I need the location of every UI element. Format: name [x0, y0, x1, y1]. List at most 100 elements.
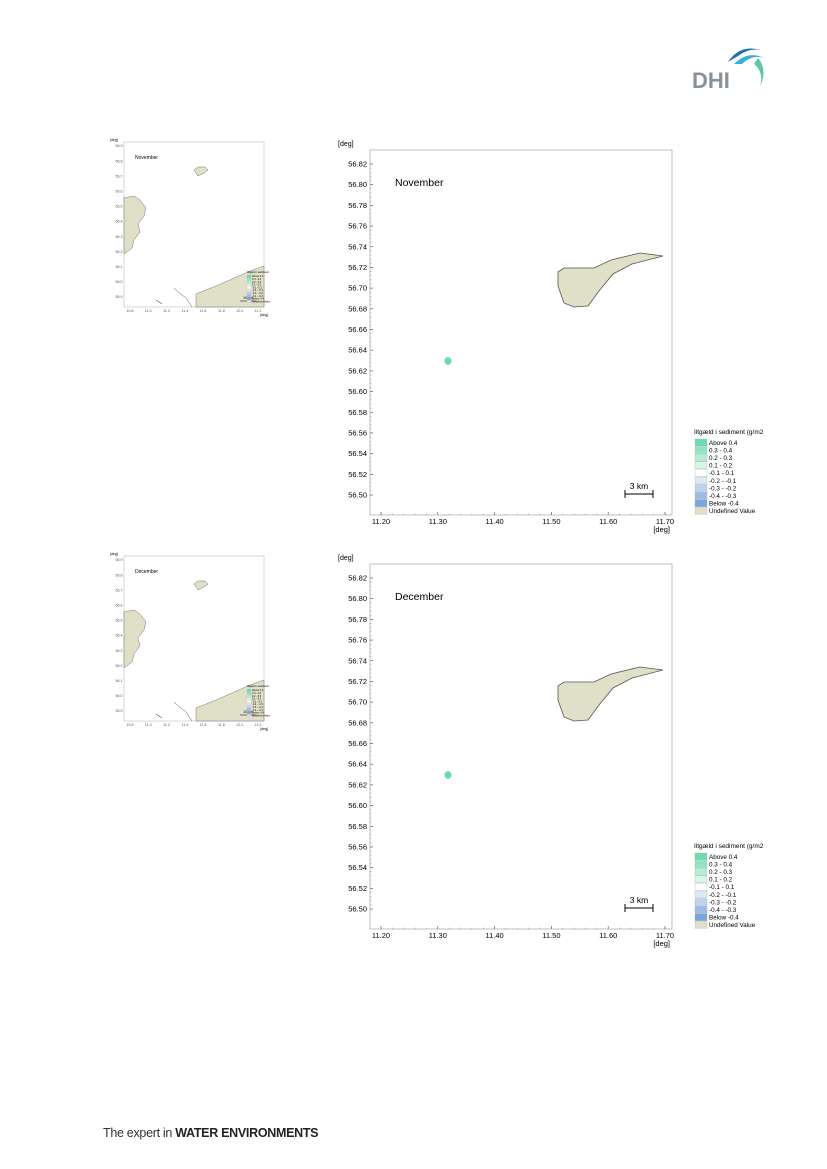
legend-label: -0.2 - -0.1	[252, 703, 263, 706]
legend-label: Undefined Value	[252, 300, 270, 303]
x-tick-label: 11.40	[485, 931, 503, 940]
x-tick-label: 11.20	[372, 931, 390, 940]
x-tick-label: 11.60	[599, 517, 617, 526]
y-tick-label: 56.82	[348, 574, 367, 583]
island-land	[193, 166, 209, 177]
y-tick-label: 56.9	[116, 144, 123, 148]
legend-swatch	[246, 697, 252, 701]
legend-label: Below -0.4	[252, 298, 264, 301]
legend-swatch	[246, 300, 252, 303]
legend-swatch	[694, 860, 708, 868]
map-frame	[369, 563, 673, 930]
y-tick-label: 56.1	[116, 679, 123, 683]
y-tick-label: 56.54	[348, 863, 367, 872]
y-unit-label: [deg]	[110, 552, 118, 556]
y-tick-label: 56.56	[348, 428, 367, 437]
x-tick-label: 11.20	[372, 517, 390, 526]
legend-label: -0.2 - -0.1	[252, 289, 263, 292]
y-tick-label: 56.1	[116, 265, 123, 269]
island-land	[193, 580, 209, 591]
y-tick-label: 56.5	[116, 205, 123, 209]
legend-label: -0.4 - -0.3	[709, 907, 737, 914]
legend-label: -0.1 - 0.1	[252, 700, 263, 703]
scale-bar-label: 3 km	[630, 481, 648, 491]
footer-tagline: The expert in WATER ENVIRONMENTS	[103, 1126, 319, 1140]
x-tick-label: 11.6	[200, 723, 207, 727]
legend-label: Above 0.4	[252, 275, 264, 278]
y-tick-label: 56.70	[348, 284, 367, 293]
x-tick-label: 11.8	[218, 309, 225, 313]
legend-label: 0.3 - 0.4	[252, 278, 262, 281]
island-land	[557, 252, 664, 308]
legend-title: Iltgæld i sediment (g/m2	[694, 843, 764, 850]
legend-label: Undefined Value	[252, 714, 270, 717]
legend-swatch	[246, 274, 252, 278]
coastline	[155, 713, 163, 719]
y-tick-label: 56.58	[348, 822, 367, 831]
overview-map-november: [deg] 56.9 56.8 56.7 56.6 56.5 56.4 56.3 56.2 56.…	[110, 138, 270, 317]
legend-label: 0.3 - 0.4	[252, 692, 262, 695]
y-tick-label: 56.60	[348, 801, 367, 810]
logo-text: DHI	[692, 68, 730, 93]
y-tick-label: 56.56	[348, 842, 367, 851]
x-tick-label: 12.2	[255, 309, 262, 313]
legend-swatch	[246, 691, 252, 695]
x-tick-label: 12.0	[236, 723, 243, 727]
x-tick-label: 11.0	[145, 723, 152, 727]
y-tick-label: 56.4	[116, 634, 123, 638]
y-tick-label: 56.3	[116, 649, 123, 653]
legend-label: -0.3 - -0.2	[709, 899, 737, 906]
y-tick-label: 56.0	[116, 694, 123, 698]
month-label: December	[395, 591, 444, 603]
x-tick-label: 11.8	[218, 723, 225, 727]
x-tick-label: 11.0	[145, 309, 152, 313]
legend-swatch	[694, 492, 708, 500]
legend-swatch	[694, 461, 708, 469]
y-tick-label: 56.50	[348, 491, 367, 500]
y-tick-label: 55.9	[116, 709, 123, 713]
footer-emphasis: WATER ENVIRONMENTS	[175, 1126, 319, 1140]
y-tick-label: 56.66	[348, 325, 367, 334]
legend-swatch	[246, 280, 252, 284]
legend-swatch	[246, 705, 252, 709]
legend-swatch	[694, 454, 708, 462]
legend-swatch	[694, 883, 708, 891]
x-tick-label: 11.4	[181, 723, 188, 727]
dhi-logo: DHI	[688, 42, 768, 93]
x-tick-label: 11.2	[163, 723, 170, 727]
legend-swatch	[694, 868, 708, 876]
x-unit-label: [deg]	[260, 727, 268, 731]
legend-swatch	[694, 438, 708, 447]
x-tick-label: 11.40	[485, 517, 503, 526]
y-tick-label: 56.2	[116, 250, 123, 254]
legend-label: Undefined Value	[709, 508, 756, 515]
legend-swatch	[694, 507, 708, 515]
legend-label: 0.3 - 0.4	[709, 861, 733, 868]
overview-map-december: [deg] 56.9 56.8 56.7 56.6 56.5 56.4 56.3 56.2 56.…	[110, 552, 270, 731]
coastline	[173, 701, 193, 722]
x-tick-label: 11.70	[656, 517, 674, 526]
y-unit-label: [deg]	[338, 141, 354, 148]
y-tick-label: 56.74	[348, 242, 367, 251]
west-coast-land	[123, 609, 147, 669]
legend-swatch	[694, 913, 708, 921]
legend-swatch	[246, 694, 252, 698]
y-tick-label: 56.7	[116, 174, 123, 178]
legend-label: Undefined Value	[709, 922, 756, 929]
legend-label: Below -0.4	[709, 501, 739, 508]
legend-label: Above 0.4	[709, 854, 738, 861]
y-tick-label: 56.54	[348, 449, 367, 458]
x-unit-label: [deg]	[260, 313, 268, 317]
legend-label: -0.4 - -0.3	[252, 709, 263, 712]
y-tick-label: 56.62	[348, 366, 367, 375]
y-tick-label: 56.74	[348, 656, 367, 665]
y-unit-label: [deg]	[110, 138, 118, 142]
legend-label: -0.3 - -0.2	[252, 706, 263, 709]
y-tick-label: 56.52	[348, 884, 367, 893]
legend-swatch	[246, 283, 252, 287]
legend-label: Above 0.4	[252, 689, 264, 692]
legend-label: -0.2 - -0.1	[709, 892, 737, 899]
y-tick-label: 56.62	[348, 780, 367, 789]
x-tick-label: 11.6	[200, 309, 207, 313]
legend-swatch	[246, 286, 252, 289]
